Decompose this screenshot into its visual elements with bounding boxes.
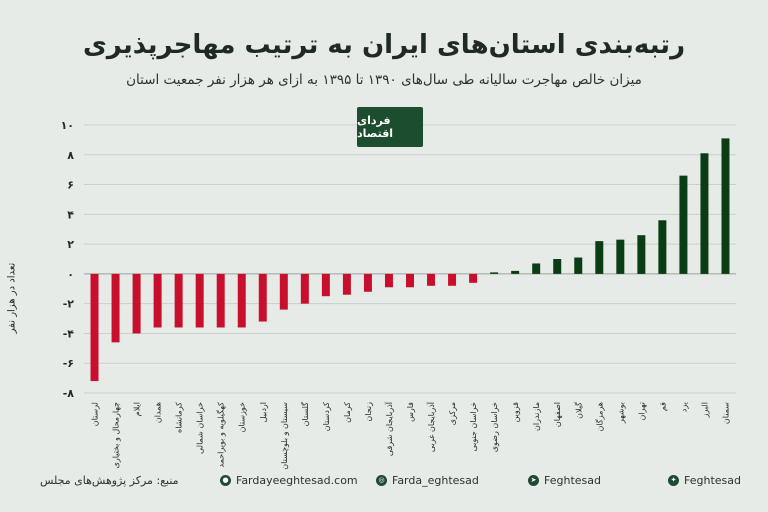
- y-axis-label: تعداد در هزار نفر: [6, 262, 18, 334]
- page-title: رتبه‌بندی استان‌های ایران به ترتیب مهاجر…: [82, 30, 686, 60]
- x-tick-label: تهران: [637, 402, 646, 420]
- bar: [574, 257, 583, 274]
- bar: [679, 175, 688, 274]
- x-tick-label: زنجان: [364, 402, 373, 422]
- x-tick-label: مرکزی: [448, 402, 457, 425]
- x-tick-label: کرمانشاه: [175, 402, 184, 433]
- bar-chart: -۸ -۶ -۴ -۲ ۰ ۲ ۴ ۶ ۸ ۱۰ لرستان چهارمحال و بختیاری ا…: [61, 119, 736, 470]
- globe-icon: ●: [220, 475, 231, 486]
- twitter-text: Feghtesad: [684, 474, 741, 487]
- bar: [174, 273, 183, 328]
- x-tick-label: قزوین: [511, 402, 520, 423]
- bar: [216, 273, 225, 328]
- bar: [279, 273, 288, 310]
- bar: [595, 241, 604, 274]
- x-tick-label: خراسان رضوی: [490, 402, 499, 452]
- x-tick-label: اصفهان: [553, 402, 562, 427]
- y-tick-label: ۱۰: [61, 119, 74, 132]
- bar: [616, 239, 625, 274]
- footer: منبع: مرکز پژوهش‌های مجلس ● Fardayeeghte…: [40, 474, 741, 496]
- bar: [321, 273, 330, 297]
- bar: [111, 273, 120, 343]
- y-tick-label: ۸: [67, 149, 74, 162]
- bar: [427, 273, 436, 286]
- telegram-text: Feghtesad: [544, 474, 601, 487]
- x-tick-label: بوشهر: [616, 402, 625, 424]
- footer-source: منبع: مرکز پژوهش‌های مجلس: [40, 474, 179, 487]
- footer-twitter[interactable]: ✦ Feghtesad: [668, 474, 741, 487]
- x-tick-label: قم: [658, 402, 667, 411]
- x-tick-label: خراسان شمالی: [196, 402, 205, 454]
- instagram-icon: ◎: [376, 475, 387, 486]
- bar: [384, 273, 393, 288]
- bar: [721, 138, 730, 274]
- x-tick-label: اردبیل: [259, 402, 268, 422]
- bar: [448, 273, 457, 286]
- brand-logo: فردای اقتصاد: [357, 107, 423, 147]
- x-tick-label: سمنان: [721, 402, 730, 424]
- bar: [258, 273, 267, 322]
- bar: [237, 273, 246, 328]
- y-tick-label: -۶: [63, 357, 74, 370]
- x-tick-label: کهگیلویه و بویراحمد: [216, 402, 226, 468]
- bar: [490, 272, 499, 274]
- y-tick-label: ۲: [67, 238, 74, 251]
- x-tick-label: آذربایجان غربی: [426, 401, 436, 452]
- x-tick-label: چهارمحال و بختیاری: [112, 402, 121, 468]
- website-text: Fardayeeghtesad.com: [236, 474, 358, 487]
- source-text: منبع: مرکز پژوهش‌های مجلس: [40, 474, 179, 487]
- bar: [406, 273, 414, 288]
- x-tick-label: ایلام: [133, 402, 142, 416]
- y-tick-label: ۰: [67, 268, 74, 281]
- bar: [342, 273, 351, 295]
- x-tick-label: خراسان جنوبی: [469, 402, 478, 452]
- bar: [363, 273, 372, 292]
- bar: [553, 259, 562, 274]
- y-tick-label: -۴: [63, 327, 75, 340]
- bar: [132, 273, 141, 334]
- bar: [300, 273, 309, 304]
- x-tick-label: سیستان و بلوچستان: [280, 402, 289, 470]
- x-tick-label: آذربایجان شرقی: [384, 401, 394, 456]
- telegram-icon: ➤: [528, 475, 539, 486]
- x-tick-label: کرمان: [343, 402, 352, 423]
- bar: [195, 273, 204, 328]
- x-tick-label: همدان: [154, 402, 163, 423]
- x-tick-label: فارس: [406, 402, 415, 422]
- x-tick-label: لرستان: [91, 402, 100, 426]
- footer-telegram[interactable]: ➤ Feghtesad: [528, 474, 601, 487]
- twitter-icon: ✦: [668, 475, 679, 486]
- x-tick-label: خوزستان: [238, 402, 247, 432]
- bar: [532, 263, 541, 274]
- bar: [153, 273, 162, 328]
- y-tick-label: -۸: [63, 387, 75, 400]
- y-tick-label: ۴: [67, 208, 74, 221]
- page-subtitle: میزان خالص مهاجرت سالیانه طی سال‌های ۱۳۹…: [126, 72, 642, 88]
- x-tick-label: البرز: [700, 402, 709, 418]
- instagram-text: Farda_eghtesad: [392, 474, 479, 487]
- bar: [637, 235, 646, 274]
- y-tick-label: ۶: [67, 179, 74, 192]
- x-tick-label: گیلان: [573, 402, 583, 419]
- footer-instagram[interactable]: ◎ Farda_eghtesad: [376, 474, 479, 487]
- bar: [511, 270, 520, 274]
- y-tick-label: -۲: [63, 298, 75, 311]
- x-tick-label: یزد: [679, 402, 688, 412]
- x-tick-label: کردستان: [322, 402, 331, 431]
- x-tick-label: هرمزگان: [594, 402, 604, 431]
- x-tick-label: گلستان: [300, 402, 310, 427]
- x-tick-label: مازندران: [532, 402, 541, 431]
- bar: [658, 220, 667, 274]
- bar: [700, 153, 709, 274]
- footer-website[interactable]: ● Fardayeeghtesad.com: [220, 474, 358, 487]
- bar: [469, 273, 478, 283]
- bar: [90, 273, 99, 382]
